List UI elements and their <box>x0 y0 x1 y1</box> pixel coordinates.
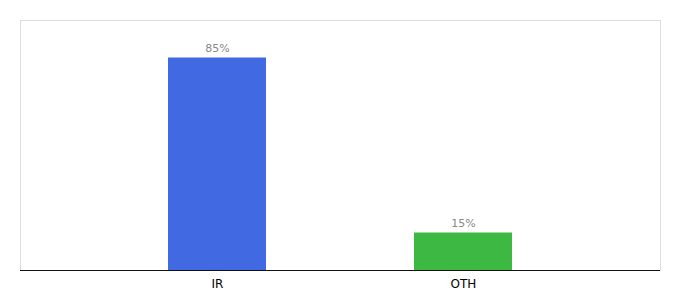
svg-text:OTH: OTH <box>451 277 477 291</box>
svg-text:IR: IR <box>212 277 224 291</box>
svg-text:85%: 85% <box>205 42 229 55</box>
svg-text:15%: 15% <box>451 217 475 230</box>
